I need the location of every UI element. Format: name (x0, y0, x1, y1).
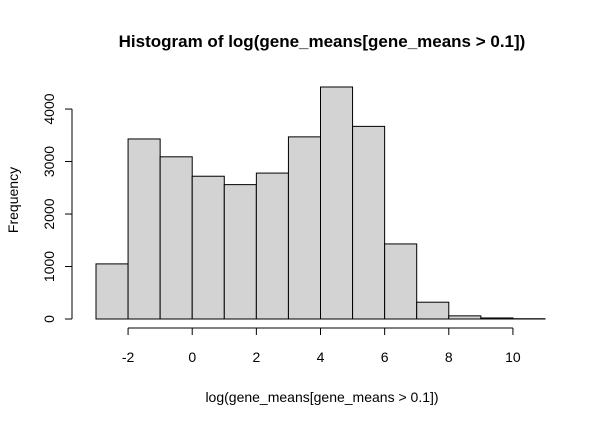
histogram-bar (287, 136, 321, 320)
y-axis-label: Frequency (5, 167, 21, 233)
y-tick-label: 2000 (41, 198, 57, 229)
histogram-bar (127, 138, 161, 320)
histogram-bar (384, 243, 418, 320)
histogram-bar (159, 156, 193, 320)
y-tick-label: 1000 (41, 251, 57, 282)
histogram-bar (416, 301, 450, 320)
x-tick-label: 2 (252, 349, 260, 365)
y-axis: 0 1000 2000 3000 4000 (41, 93, 73, 323)
x-tick-label: 6 (381, 349, 389, 365)
histogram-bar (255, 172, 289, 320)
x-tick-label: 4 (317, 349, 325, 365)
histogram-bar (223, 184, 257, 320)
histogram-bar (480, 317, 514, 320)
x-tick-label: 8 (445, 349, 453, 365)
histogram-bar (352, 125, 386, 320)
y-tick-label: 3000 (41, 146, 57, 177)
bars-group (95, 86, 546, 320)
x-tick-label: 0 (188, 349, 196, 365)
chart-title: Histogram of log(gene_means[gene_means >… (119, 32, 526, 51)
x-axis-label: log(gene_means[gene_means > 0.1]) (205, 389, 438, 405)
y-tick-label: 4000 (41, 93, 57, 124)
histogram-bar (191, 175, 225, 320)
histogram-bar (448, 315, 482, 320)
x-tick-label: -2 (122, 349, 135, 365)
x-tick-label: 10 (505, 349, 521, 365)
x-axis: -2 0 2 4 6 8 10 (122, 327, 521, 365)
histogram-bar (320, 86, 354, 320)
histogram-bar (95, 263, 129, 320)
y-tick-label: 0 (41, 315, 57, 323)
